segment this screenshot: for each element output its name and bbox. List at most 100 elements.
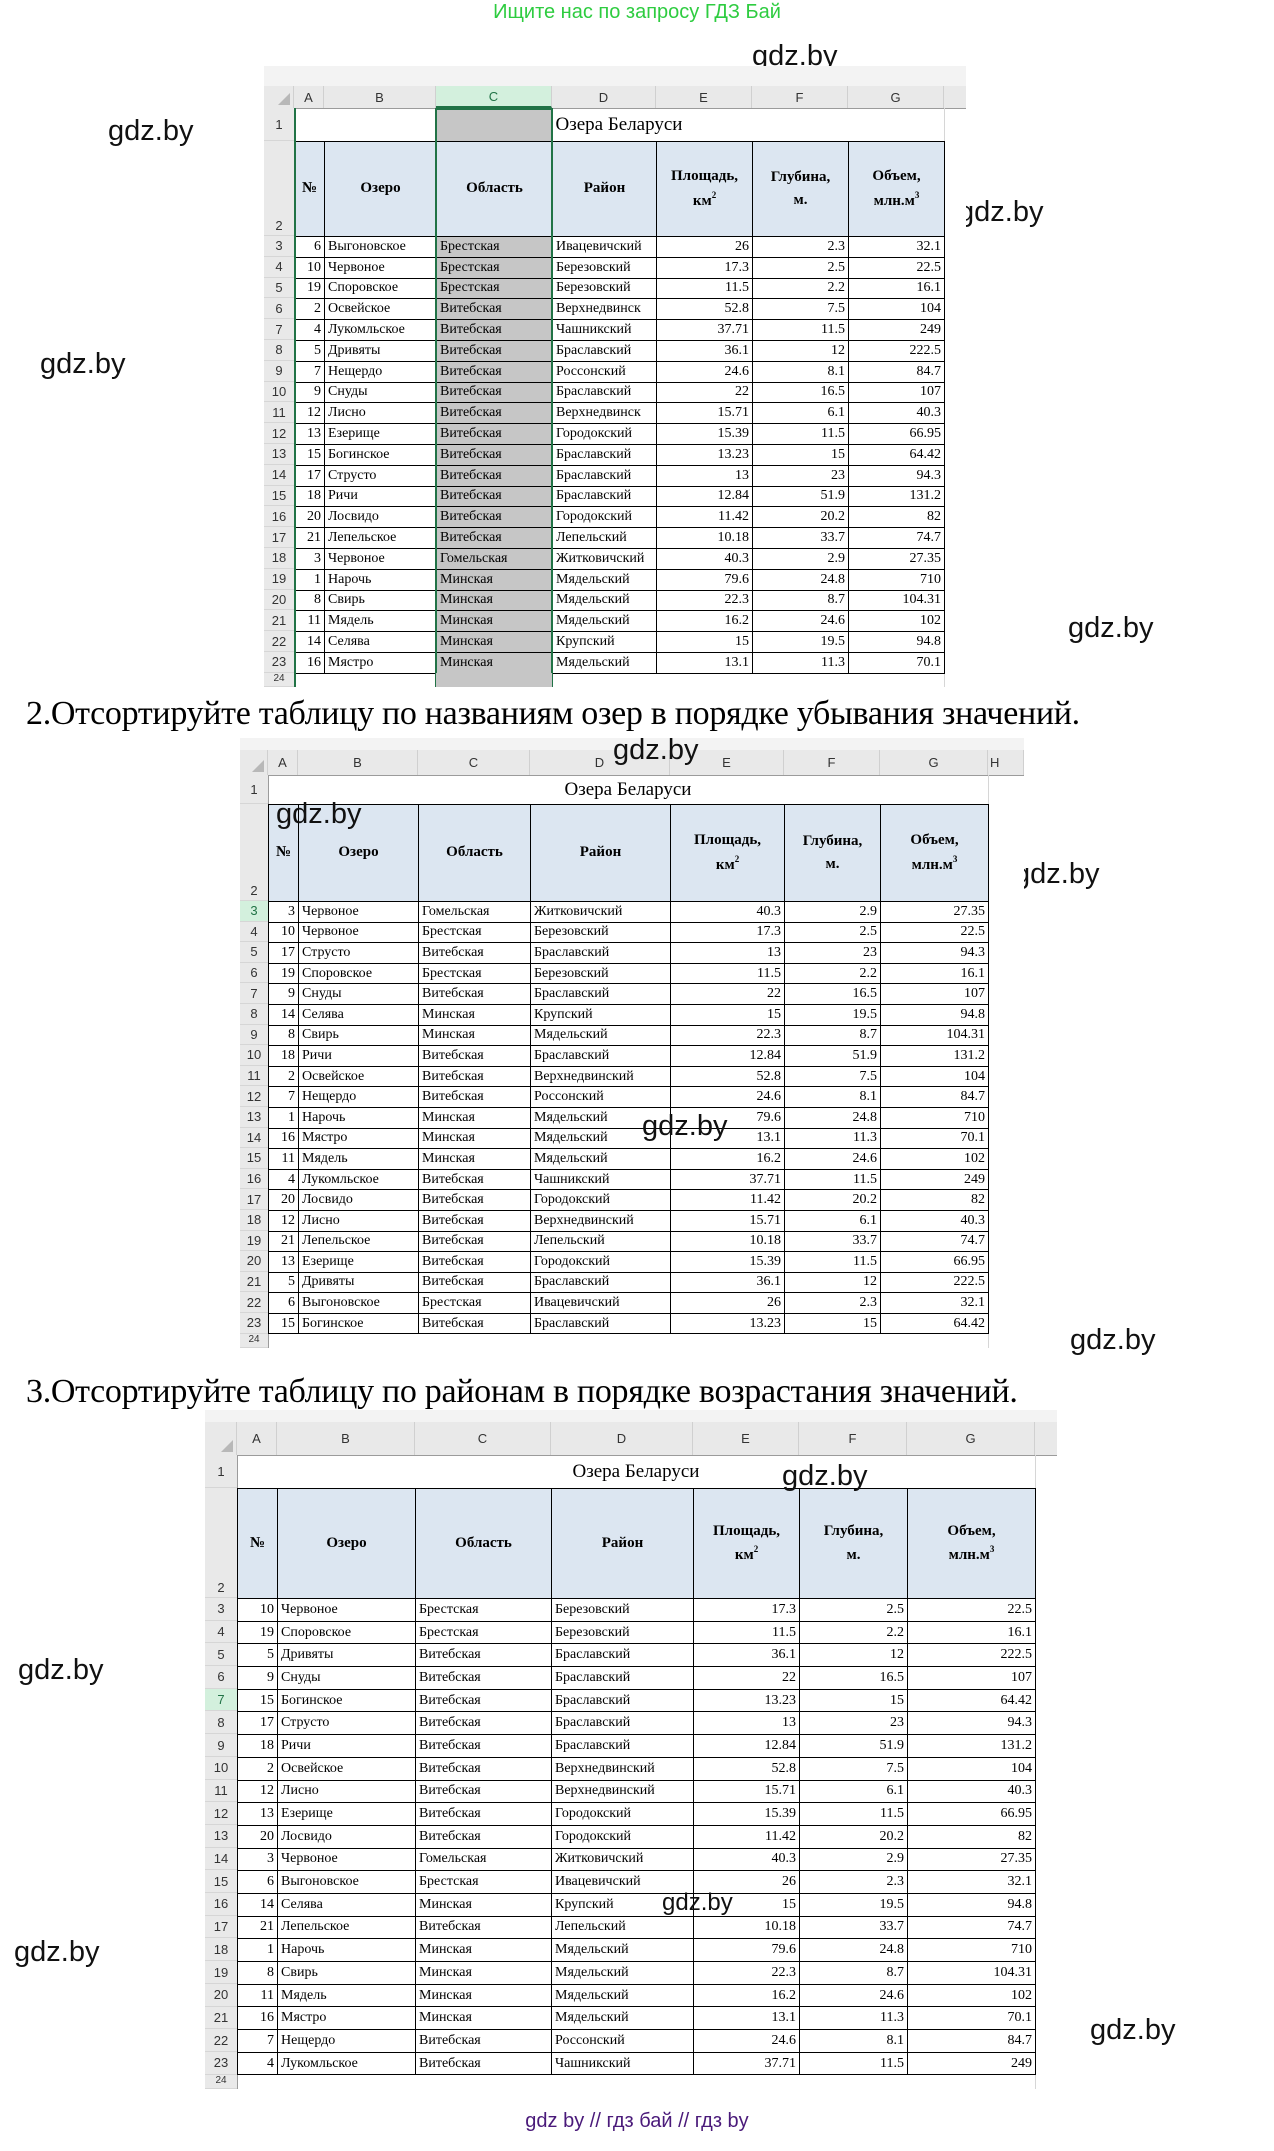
cell-region[interactable]: Витебская: [418, 942, 531, 964]
cell-volume[interactable]: 102: [907, 1984, 1036, 2008]
cell-district[interactable]: Верхнедвинский: [530, 1210, 671, 1232]
cell-depth[interactable]: 11.3: [799, 2006, 908, 2031]
cell-depth[interactable]: 11.5: [784, 1251, 881, 1273]
cell-region[interactable]: Витебская: [415, 2052, 552, 2076]
cell-depth[interactable]: 11.5: [799, 2052, 908, 2076]
row-header[interactable]: 22: [264, 631, 294, 652]
column-header-g[interactable]: G: [880, 750, 988, 775]
cell-lake[interactable]: Выгоновское: [324, 236, 437, 258]
cell-region[interactable]: Брестская: [415, 1598, 552, 1622]
column-header-a[interactable]: A: [294, 86, 324, 108]
cell-volume[interactable]: 94.3: [848, 465, 945, 487]
cell-lake[interactable]: Выгоновское: [298, 1292, 419, 1314]
column-header-h[interactable]: H: [988, 750, 1024, 775]
cell-district[interactable]: Березовский: [551, 1621, 694, 1645]
row-header[interactable]: 9: [205, 1734, 237, 1757]
cell-n[interactable]: 15: [237, 1689, 278, 1713]
cell-volume[interactable]: 222.5: [907, 1643, 1036, 1668]
cell-area[interactable]: 13: [656, 465, 753, 487]
cell-depth[interactable]: 6.1: [784, 1210, 881, 1232]
cell-lake[interactable]: Нещердо: [324, 361, 437, 383]
cell-n[interactable]: 20: [268, 1189, 299, 1211]
cell-area[interactable]: 15.39: [693, 1802, 800, 1826]
cell-n[interactable]: 16: [268, 1128, 299, 1150]
header-region[interactable]: Область: [415, 1488, 552, 1599]
cell-depth[interactable]: 16.5: [799, 1666, 908, 1690]
cell-volume[interactable]: 82: [907, 1825, 1036, 1849]
row-header[interactable]: 24: [264, 673, 294, 687]
row-header[interactable]: 20: [240, 1251, 268, 1272]
cell-volume[interactable]: 66.95: [880, 1251, 989, 1273]
cell-n[interactable]: 13: [268, 1251, 299, 1273]
cell-lake[interactable]: Мядель: [324, 610, 437, 633]
cell-region[interactable]: Витебская: [436, 527, 553, 549]
cell-volume[interactable]: 104.31: [848, 590, 945, 612]
cell-district[interactable]: Чашникский: [551, 2052, 694, 2076]
cell-area[interactable]: 37.71: [656, 319, 753, 341]
cell-region[interactable]: Минская: [418, 1004, 531, 1026]
cell-lake[interactable]: Лепельское: [277, 1916, 416, 1940]
row-header[interactable]: 8: [240, 1004, 268, 1025]
cell-volume[interactable]: 104: [880, 1066, 989, 1088]
cell-n[interactable]: 12: [268, 1210, 299, 1232]
cell-district[interactable]: Браславский: [552, 340, 657, 362]
cell-district[interactable]: Мядельский: [552, 610, 657, 633]
cell-n[interactable]: 15: [268, 1313, 299, 1335]
row-header[interactable]: 8: [205, 1712, 237, 1735]
column-header-f[interactable]: F: [752, 86, 848, 108]
cell-lake[interactable]: Струсто: [298, 942, 419, 964]
cell-district[interactable]: Мядельский: [551, 1984, 694, 2008]
row-header[interactable]: 12: [240, 1086, 268, 1107]
cell-district[interactable]: Городокский: [551, 1802, 694, 1826]
header-volume[interactable]: Объем, млн.м3: [907, 1488, 1036, 1599]
cell-lake[interactable]: Червоное: [324, 257, 437, 279]
cell-depth[interactable]: 12: [799, 1643, 908, 1668]
cell-area[interactable]: 36.1: [670, 1272, 785, 1294]
cell-region[interactable]: Витебская: [436, 361, 553, 383]
cell-region[interactable]: Витебская: [418, 1313, 531, 1335]
cell-depth[interactable]: 2.9: [784, 901, 881, 923]
row-header[interactable]: 21: [205, 2007, 237, 2030]
cell-area[interactable]: 15: [670, 1004, 785, 1026]
cell-lake[interactable]: Червоное: [277, 1598, 416, 1622]
row-header[interactable]: 13: [205, 1825, 237, 1848]
cell-area[interactable]: 24.6: [693, 2029, 800, 2053]
cell-n[interactable]: 9: [294, 382, 325, 404]
row-header[interactable]: 5: [240, 942, 268, 963]
cell-volume[interactable]: 107: [848, 382, 945, 404]
cell-n[interactable]: 12: [294, 402, 325, 425]
cell-region[interactable]: Брестская: [436, 236, 553, 258]
cell-region[interactable]: Витебская: [415, 1666, 552, 1690]
cell-volume[interactable]: 94.8: [907, 1893, 1036, 1917]
cell-district[interactable]: Ивацевичский: [552, 236, 657, 258]
cell-volume[interactable]: 107: [907, 1666, 1036, 1690]
cell-area[interactable]: 12.84: [693, 1734, 800, 1758]
cell-n[interactable]: 14: [268, 1004, 299, 1026]
row-header[interactable]: 12: [205, 1802, 237, 1825]
cell-district[interactable]: Браславский: [552, 465, 657, 487]
cell-volume[interactable]: 40.3: [907, 1780, 1036, 1804]
row-header[interactable]: 7: [240, 983, 268, 1004]
cell-depth[interactable]: 24.6: [752, 610, 849, 633]
row-header[interactable]: 1: [264, 108, 294, 141]
row-header[interactable]: 17: [205, 1916, 237, 1939]
cell-n[interactable]: 1: [268, 1107, 299, 1129]
cell-region[interactable]: Минская: [415, 1984, 552, 2008]
row-header[interactable]: 16: [240, 1169, 268, 1190]
cell-n[interactable]: 11: [294, 610, 325, 633]
cell-volume[interactable]: 107: [880, 983, 989, 1005]
cell-district[interactable]: Городокский: [551, 1825, 694, 1849]
cell-lake[interactable]: Нарочь: [277, 1938, 416, 1962]
cell-n[interactable]: 6: [294, 236, 325, 258]
row-header[interactable]: 18: [240, 1210, 268, 1231]
row-header[interactable]: 7: [205, 1688, 237, 1712]
row-header[interactable]: 11: [240, 1066, 268, 1087]
row-header[interactable]: 13: [264, 444, 294, 465]
cell-lake[interactable]: Мядель: [298, 1148, 419, 1170]
column-header-b[interactable]: B: [324, 86, 436, 108]
column-header-c[interactable]: C: [436, 86, 552, 108]
cell-n[interactable]: 1: [294, 569, 325, 591]
cell-lake[interactable]: Споровское: [277, 1621, 416, 1645]
cell-n[interactable]: 5: [268, 1272, 299, 1294]
cell-volume[interactable]: 710: [907, 1938, 1036, 1962]
